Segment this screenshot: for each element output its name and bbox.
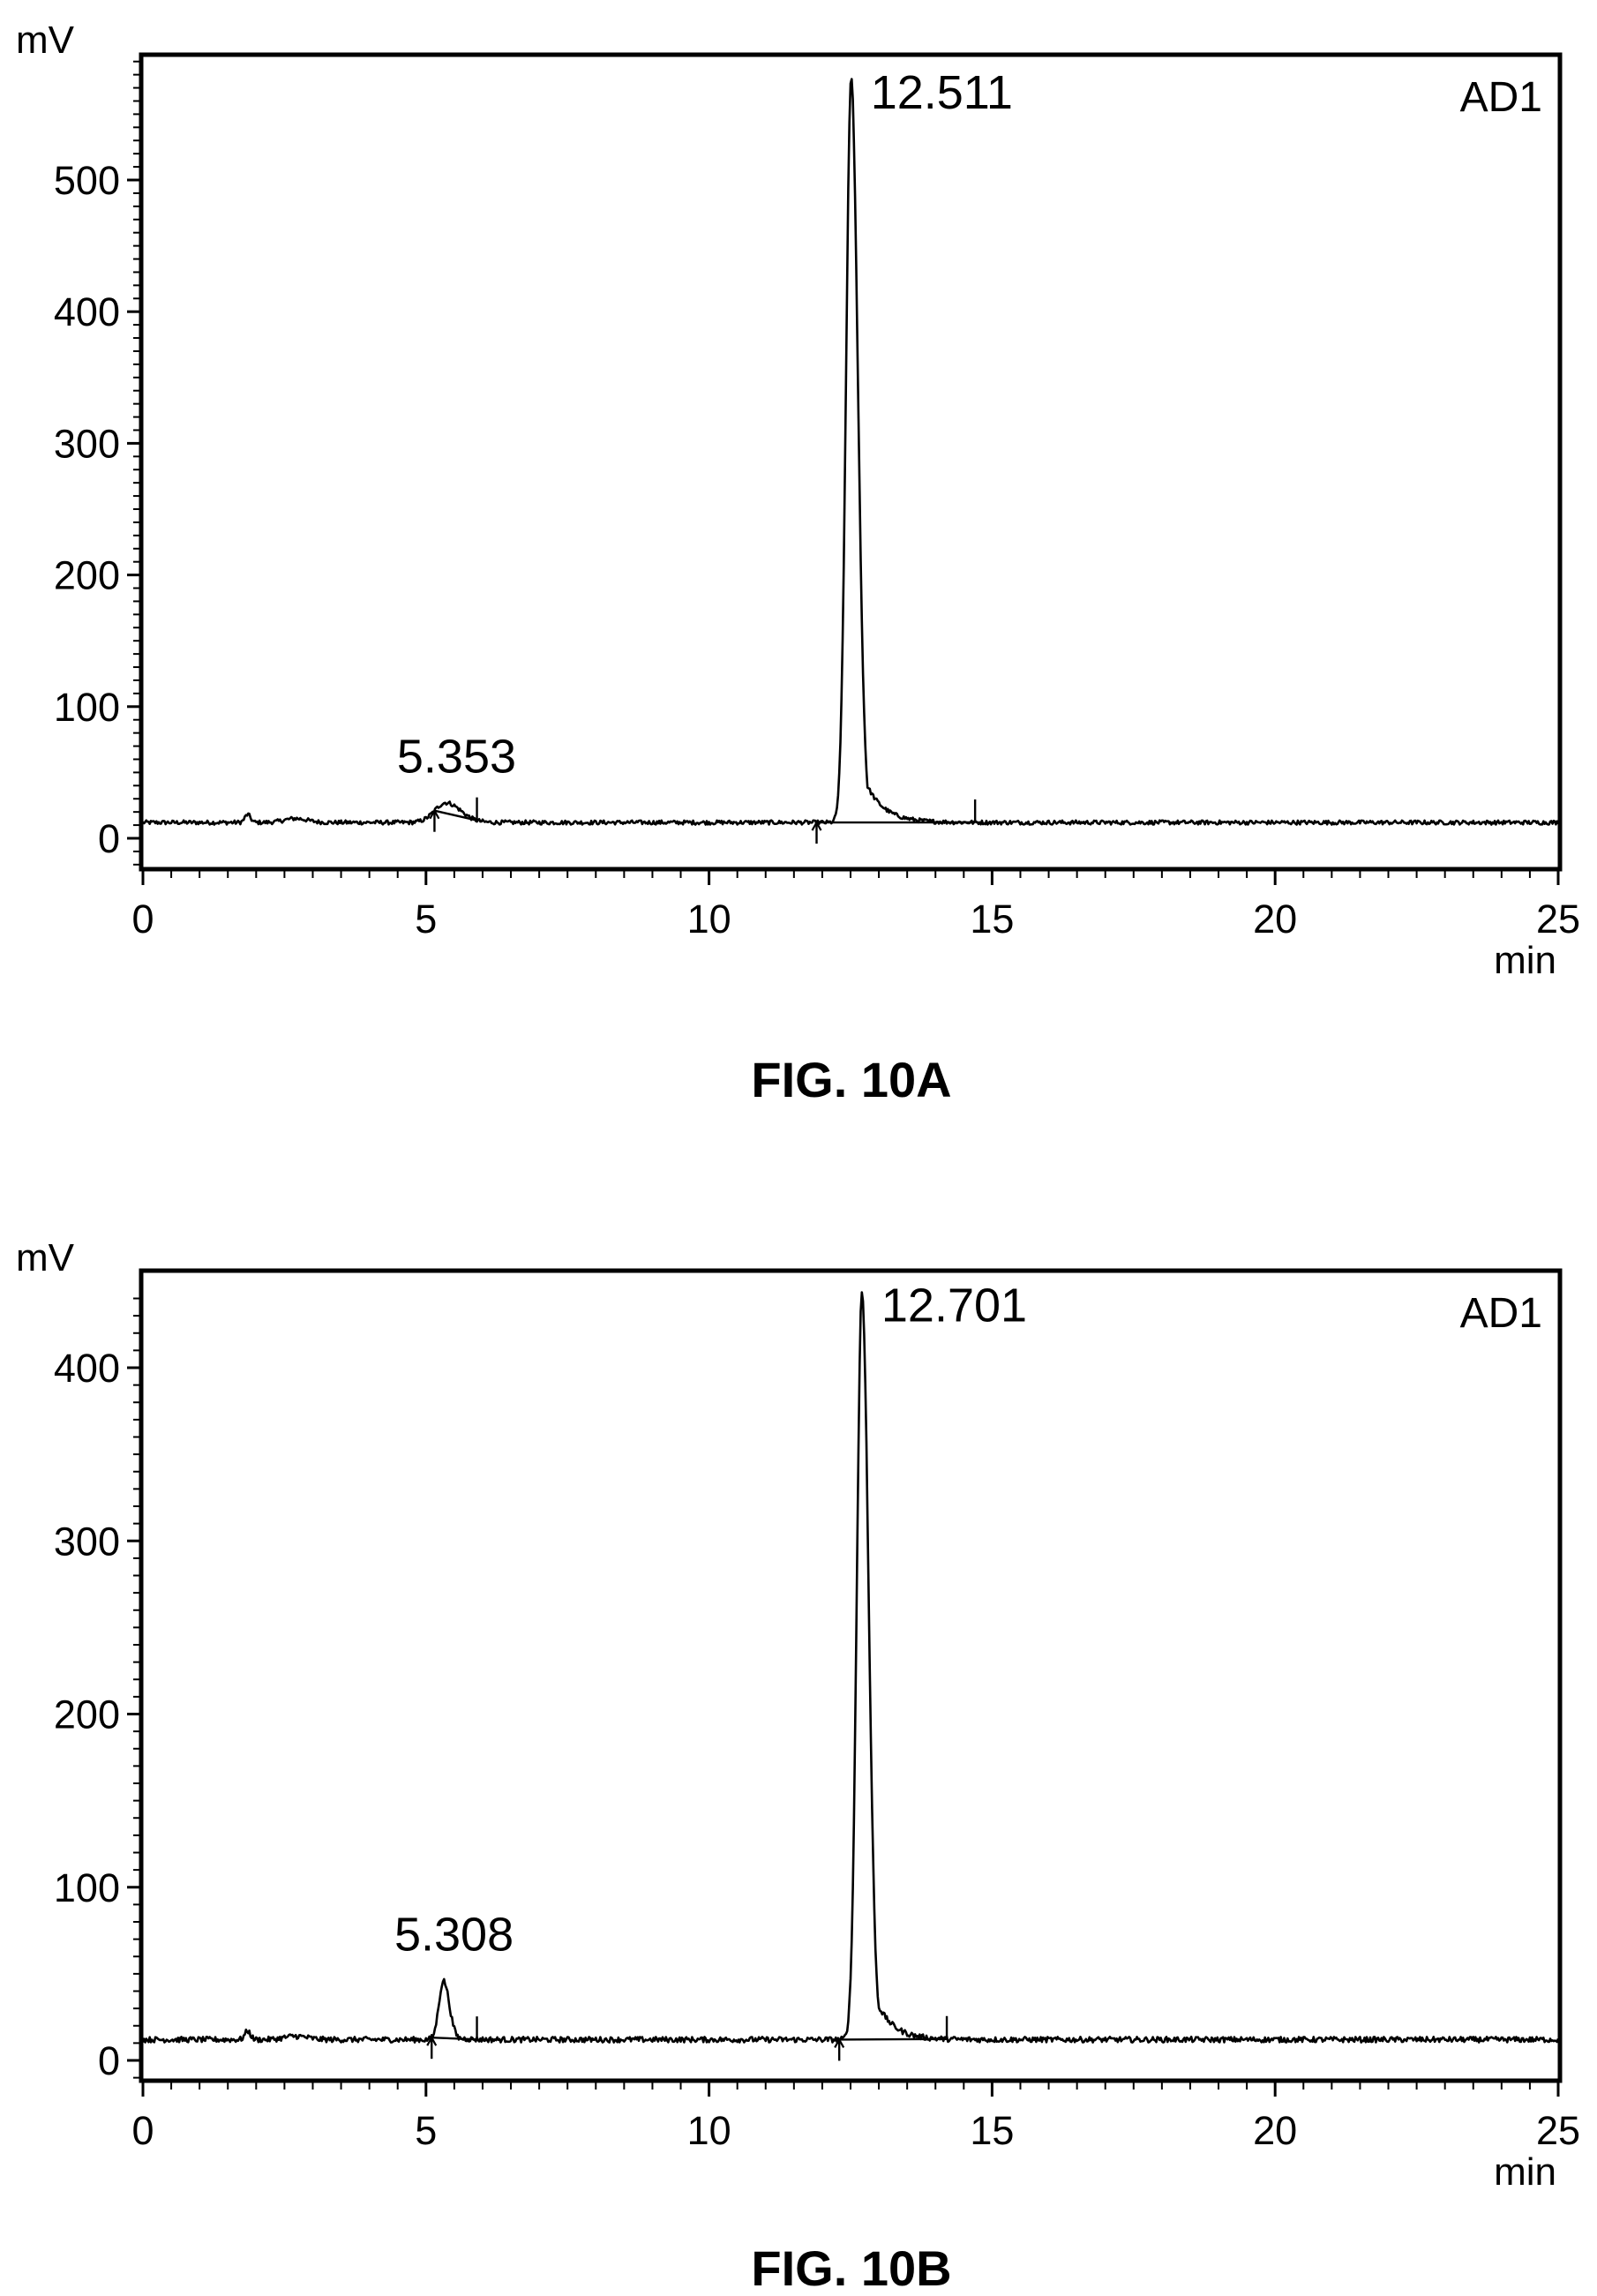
peak-integration-baseline xyxy=(839,2037,948,2041)
y-tick-label: 200 xyxy=(54,553,120,598)
chromatogram-trace xyxy=(141,78,1560,826)
y-tick-label: 300 xyxy=(54,421,120,466)
peak-retention-label: 5.353 xyxy=(397,731,516,784)
x-tick-label: 25 xyxy=(1536,2108,1580,2153)
y-tick-label: 400 xyxy=(54,1346,120,1391)
x-tick-label: 25 xyxy=(1536,897,1580,942)
plot-frame xyxy=(139,52,1563,872)
x-tick-label: 10 xyxy=(687,2108,731,2153)
x-tick-label: 20 xyxy=(1253,2108,1297,2153)
y-axis-unit: mV xyxy=(16,19,75,62)
y-axis-unit: mV xyxy=(16,1236,75,1279)
x-tick-label: 15 xyxy=(970,2108,1014,2153)
x-tick-label: 0 xyxy=(131,897,154,942)
figure-caption: FIG. 10B xyxy=(751,2240,951,2296)
x-tick-label: 15 xyxy=(970,897,1014,942)
peak-start-arrowhead xyxy=(426,2035,438,2046)
x-tick-label: 10 xyxy=(687,897,731,942)
x-tick-label: 20 xyxy=(1253,897,1297,942)
peak-integration-baseline xyxy=(431,2036,477,2041)
peak-retention-label: 12.511 xyxy=(871,66,1013,119)
x-axis-unit: min xyxy=(1494,939,1556,982)
peak-start-arrowhead xyxy=(834,2037,845,2048)
x-tick-label: 5 xyxy=(415,2108,437,2153)
peak-retention-label: 12.701 xyxy=(881,1279,1027,1332)
x-tick-label: 0 xyxy=(131,2108,154,2153)
detector-label: AD1 xyxy=(1460,74,1542,121)
y-tick-label: 0 xyxy=(98,816,120,861)
y-tick-label: 0 xyxy=(98,2038,120,2083)
peak-start-arrowhead xyxy=(811,820,822,831)
y-tick-label: 100 xyxy=(54,685,120,730)
chromatogram-trace xyxy=(141,1291,1560,2044)
x-axis-unit: min xyxy=(1494,2150,1556,2194)
figure-caption: FIG. 10A xyxy=(751,1052,951,1107)
peak-start-arrowhead xyxy=(429,808,440,820)
x-tick-label: 5 xyxy=(415,897,437,942)
detector-label: AD1 xyxy=(1460,1290,1542,1337)
y-tick-label: 400 xyxy=(54,289,120,334)
y-tick-label: 200 xyxy=(54,1692,120,1737)
peak-retention-label: 5.308 xyxy=(394,1909,514,1962)
peak-integration-baseline xyxy=(434,809,477,822)
y-tick-label: 100 xyxy=(54,1865,120,1910)
y-tick-label: 500 xyxy=(54,158,120,203)
y-tick-label: 300 xyxy=(54,1519,120,1564)
